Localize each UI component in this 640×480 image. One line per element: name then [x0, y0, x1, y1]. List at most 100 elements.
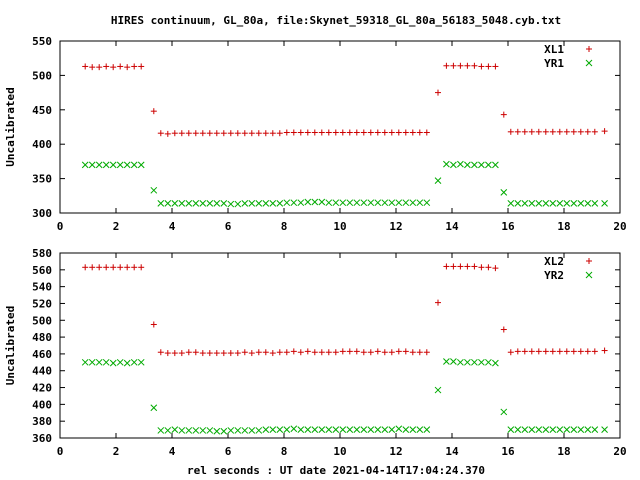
- data-point: [297, 349, 304, 356]
- data-point: [192, 130, 199, 137]
- data-point: [138, 63, 145, 70]
- y-tick-label: 480: [32, 331, 52, 344]
- data-point: [262, 130, 269, 137]
- data-point: [131, 264, 138, 271]
- data-point: [443, 62, 450, 69]
- legend-label: XL1: [544, 43, 564, 56]
- data-point: [117, 63, 124, 70]
- y-tick-label: 380: [32, 415, 52, 428]
- data-point: [443, 160, 450, 168]
- data-point: [311, 129, 318, 136]
- data-point: [500, 408, 508, 416]
- plot-bottom: 0 2 4 6 8 10 12 14 16 18 20 360 380 400 420 440 460 480 50…: [4, 247, 627, 458]
- data-point: [601, 200, 608, 207]
- data-point: [110, 264, 117, 271]
- data-point: [248, 130, 255, 137]
- data-point: [374, 199, 382, 207]
- x-tick-label: 4: [169, 445, 176, 458]
- data-point: [423, 426, 431, 433]
- data-point: [464, 161, 471, 169]
- data-point: [283, 426, 291, 433]
- data-point: [290, 199, 298, 207]
- data-point: [374, 348, 381, 355]
- y-tick-label: 560: [32, 264, 52, 277]
- data-point: [542, 426, 550, 433]
- x-tick-label: 2: [113, 445, 120, 458]
- data-point: [297, 129, 304, 136]
- series-YR2: [81, 358, 608, 435]
- data-point: [332, 199, 340, 207]
- data-point: [353, 199, 361, 207]
- data-point: [423, 129, 430, 136]
- data-point: [199, 200, 207, 207]
- data-point: [402, 129, 409, 136]
- data-point: [423, 349, 430, 356]
- data-point: [591, 348, 598, 355]
- data-point: [395, 199, 403, 207]
- data-point: [514, 426, 522, 433]
- data-point: [304, 198, 312, 206]
- data-point: [339, 426, 347, 433]
- legend-label: YR2: [544, 269, 564, 282]
- data-point: [450, 358, 457, 365]
- data-point: [192, 427, 200, 434]
- data-point: [570, 200, 578, 207]
- y-axis-label: Uncalibrated: [4, 87, 17, 166]
- data-point: [409, 129, 416, 136]
- data-point: [171, 350, 178, 357]
- x-tick-label: 8: [281, 445, 288, 458]
- data-point: [528, 348, 535, 355]
- data-point: [241, 427, 249, 434]
- data-point: [563, 200, 571, 207]
- data-point: [478, 63, 485, 70]
- data-point: [332, 426, 340, 433]
- data-point: [283, 349, 290, 356]
- data-point: [360, 426, 368, 433]
- data-point: [109, 161, 117, 169]
- data-point: [395, 425, 403, 433]
- data-point: [591, 128, 598, 135]
- legend-label: YR1: [544, 57, 564, 70]
- data-point: [450, 161, 457, 169]
- legend-label: XL2: [544, 255, 564, 268]
- data-point: [157, 349, 164, 356]
- data-point: [241, 200, 249, 207]
- data-point: [353, 348, 360, 355]
- x-tick-label: 2: [113, 220, 120, 233]
- data-point: [478, 358, 485, 366]
- data-point: [570, 128, 577, 135]
- data-point: [521, 128, 528, 135]
- data-point: [471, 263, 478, 270]
- y-tick-label: 300: [32, 207, 52, 220]
- data-point: [500, 189, 508, 196]
- data-point: [290, 129, 297, 136]
- data-point: [492, 265, 499, 272]
- data-point: [116, 161, 124, 169]
- data-point: [514, 128, 521, 135]
- y-tick-label: 350: [32, 173, 52, 186]
- data-point: [150, 108, 157, 115]
- data-point: [130, 161, 138, 169]
- data-point: [164, 130, 171, 137]
- data-point: [535, 348, 542, 355]
- data-point: [290, 425, 298, 433]
- data-point: [297, 199, 305, 207]
- data-point: [556, 426, 564, 433]
- data-point: [563, 426, 571, 433]
- data-point: [102, 161, 110, 169]
- data-point: [416, 129, 423, 136]
- data-point: [443, 263, 450, 270]
- data-point: [416, 199, 424, 207]
- data-point: [157, 130, 164, 137]
- data-point: [124, 64, 131, 71]
- data-point: [556, 128, 563, 135]
- data-point: [577, 426, 585, 433]
- data-point: [528, 426, 536, 433]
- data-point: [485, 63, 492, 70]
- data-point: [123, 161, 131, 169]
- data-point: [318, 129, 325, 136]
- data-point: [395, 348, 402, 355]
- data-point: [457, 160, 464, 168]
- series-XL2: [82, 263, 608, 357]
- plot-top: 0 2 4 6 8 10 12 14 16 18 20 300 350 400 450 500 550 Uncal…: [4, 35, 627, 233]
